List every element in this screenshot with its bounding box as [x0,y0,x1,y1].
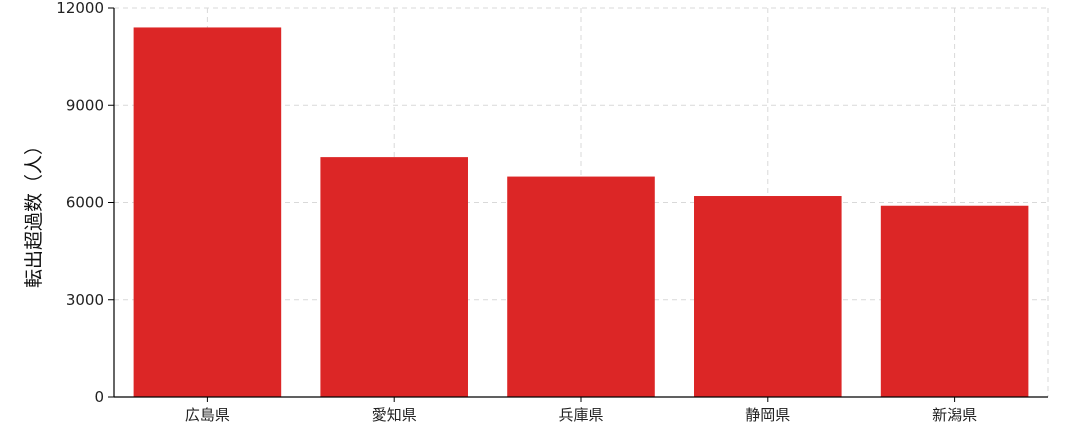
y-tick-label: 12000 [56,0,104,17]
y-tick-label: 6000 [66,194,104,212]
x-axis-ticks: 広島県 愛知県 兵庫県 静岡県 新潟県 [185,397,977,424]
y-axis-title: 転出超過数（人） [23,136,45,288]
y-tick-label: 9000 [66,96,104,114]
x-tick-label: 静岡県 [745,406,790,424]
x-tick-label: 兵庫県 [558,406,603,424]
bar [694,196,842,397]
bar [320,157,468,397]
x-tick-label: 広島県 [185,406,230,424]
y-axis-ticks: 0 3000 6000 9000 12000 [56,0,114,406]
bar [133,27,282,397]
x-tick-label: 愛知県 [372,406,417,424]
bar [880,205,1029,397]
y-tick-label: 0 [94,388,104,406]
x-tick-label: 新潟県 [932,406,977,424]
y-tick-label: 3000 [66,291,104,309]
bar [507,176,655,397]
bar-layer [133,27,1029,397]
